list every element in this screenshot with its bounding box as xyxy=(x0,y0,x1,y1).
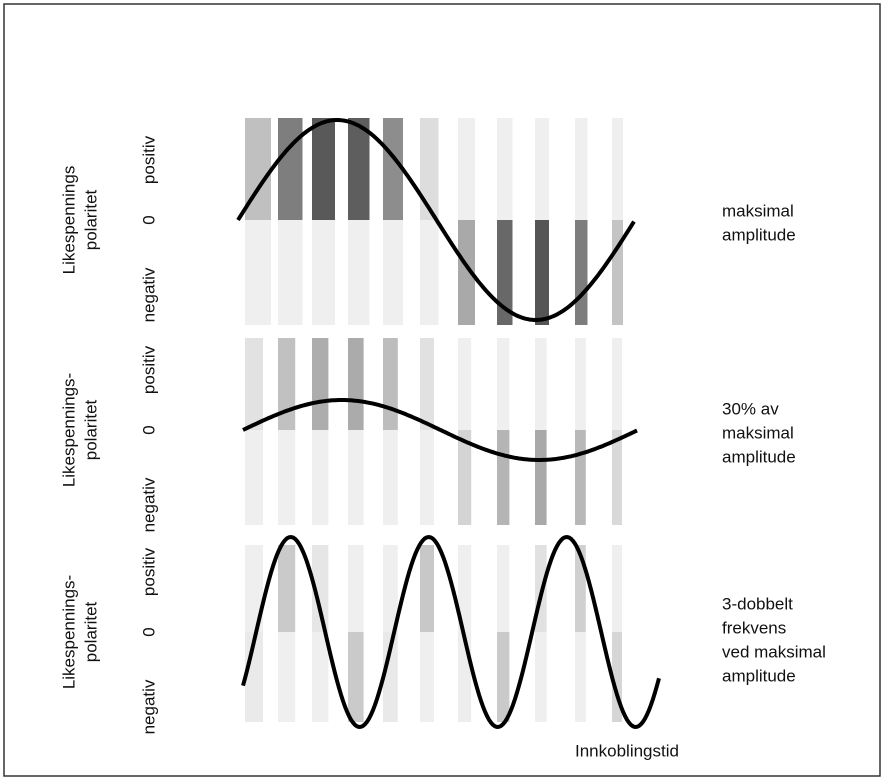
stripe xyxy=(278,545,296,632)
stripe xyxy=(575,118,588,220)
stripe xyxy=(278,430,296,525)
stripe xyxy=(497,545,510,632)
y-label: polaritet xyxy=(81,189,100,250)
stripe xyxy=(245,220,271,325)
stripe xyxy=(612,430,622,525)
stripe xyxy=(458,430,472,525)
stripe xyxy=(348,118,370,220)
stripe xyxy=(497,338,510,430)
y-label: Likespennings xyxy=(59,166,78,275)
axis-label: negativ xyxy=(139,477,158,532)
stripe xyxy=(245,430,263,525)
stripe xyxy=(575,338,586,430)
stripe xyxy=(575,430,586,525)
stripe xyxy=(420,338,434,430)
note: 3-dobbelt xyxy=(722,594,793,613)
sine-wave xyxy=(241,534,661,730)
stripe xyxy=(348,545,364,632)
waves xyxy=(236,118,661,730)
stripe xyxy=(535,632,547,722)
stripe xyxy=(612,220,623,325)
stripe xyxy=(312,118,335,220)
stripe xyxy=(383,430,398,525)
stripe xyxy=(312,220,335,325)
axis-label: negativ xyxy=(139,267,158,322)
axis-label: positiv xyxy=(139,135,158,184)
stripe xyxy=(535,430,547,525)
stripe xyxy=(383,220,403,325)
stripe xyxy=(575,632,586,722)
stripe xyxy=(348,632,364,722)
y-label: polaritet xyxy=(81,399,100,460)
axis-label: positiv xyxy=(139,345,158,394)
stripe xyxy=(458,118,475,220)
stripe xyxy=(383,632,398,722)
stripe xyxy=(458,545,472,632)
axis-label: positiv xyxy=(139,547,158,596)
note: amplitude xyxy=(722,666,796,685)
stripe xyxy=(420,545,434,632)
stripe xyxy=(535,220,549,325)
axis-label: 0 xyxy=(139,215,158,224)
stripe xyxy=(420,632,434,722)
stripe xyxy=(348,338,364,430)
x-label: Innkoblingstid xyxy=(575,741,679,760)
stripe xyxy=(312,632,329,722)
note: amplitude xyxy=(722,225,796,244)
stripe xyxy=(312,430,329,525)
y-label: polaritet xyxy=(81,601,100,662)
y-label: Likespennings- xyxy=(59,373,78,487)
stripe xyxy=(420,220,439,325)
axis-label: 0 xyxy=(139,627,158,636)
y-label: Likespennings- xyxy=(59,575,78,689)
stripe xyxy=(278,338,296,430)
stripe xyxy=(383,338,398,430)
stripe xyxy=(348,220,370,325)
sine-wave xyxy=(242,398,638,462)
stripe xyxy=(535,338,547,430)
stripe xyxy=(497,632,510,722)
stripe xyxy=(458,338,472,430)
axis-label: 0 xyxy=(139,425,158,434)
stripe xyxy=(278,632,296,722)
stripe xyxy=(497,430,510,525)
note: 30% av xyxy=(722,399,779,418)
note: maksimal xyxy=(722,423,794,442)
stripe xyxy=(245,338,263,430)
stripe xyxy=(278,220,303,325)
stripe xyxy=(497,220,513,325)
stripe xyxy=(383,545,398,632)
frame xyxy=(3,3,881,777)
stripe xyxy=(612,545,622,632)
stripe xyxy=(420,430,434,525)
note: maksimal xyxy=(722,201,794,220)
stripe xyxy=(612,118,623,220)
stripe xyxy=(348,430,364,525)
stripe xyxy=(612,338,622,430)
stripe xyxy=(575,545,586,632)
stripe xyxy=(278,118,303,220)
axis-label: negativ xyxy=(139,679,158,734)
stripe xyxy=(575,220,588,325)
stripe xyxy=(312,545,329,632)
stripe xyxy=(312,338,329,430)
stripe xyxy=(497,118,513,220)
note: amplitude xyxy=(722,447,796,466)
stripe xyxy=(535,118,549,220)
sine-wave xyxy=(236,118,636,322)
stripe xyxy=(245,545,263,632)
stripe xyxy=(420,118,439,220)
note: frekvens xyxy=(722,618,786,637)
stripe xyxy=(612,632,622,722)
stripe xyxy=(458,220,475,325)
note: ved maksimal xyxy=(722,642,826,661)
stripe xyxy=(383,118,403,220)
